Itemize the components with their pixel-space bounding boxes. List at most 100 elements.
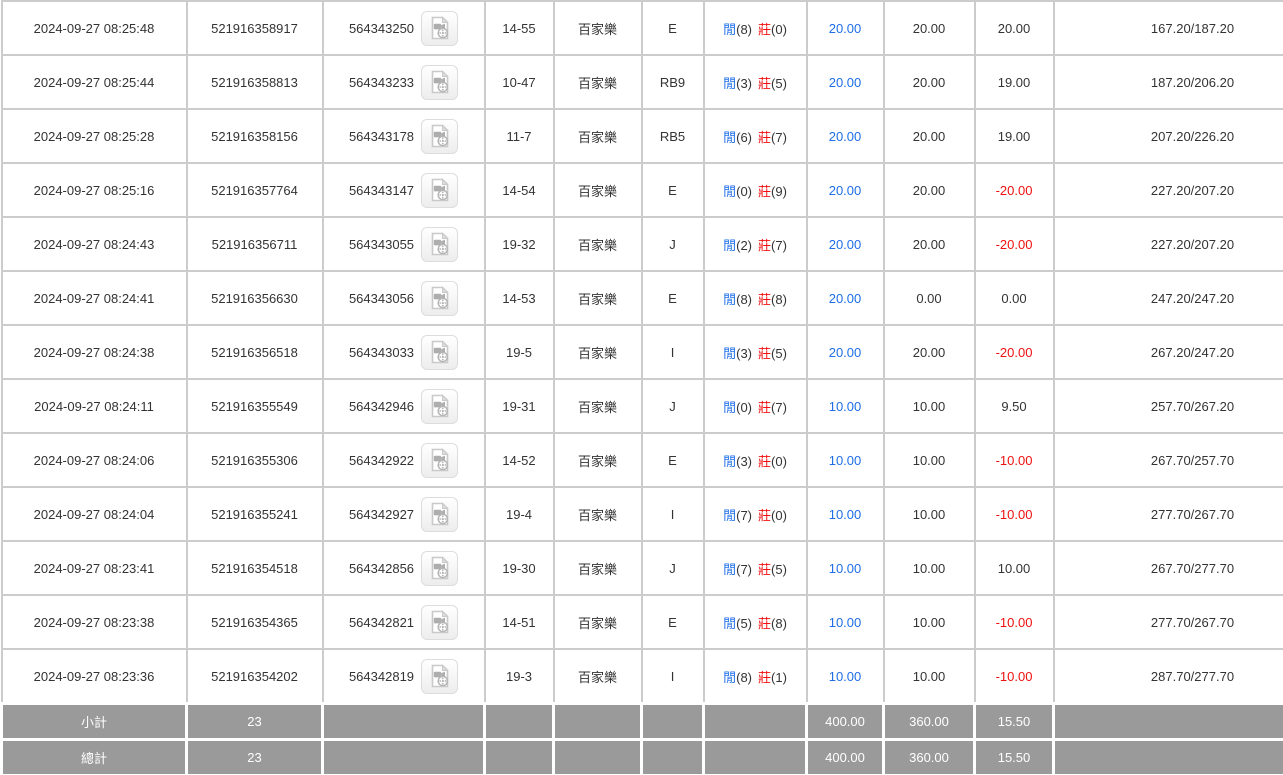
- bet-amount-link[interactable]: 10.00: [805, 486, 885, 542]
- banker-label: 莊: [758, 561, 772, 577]
- video-replay-button[interactable]: [421, 442, 459, 478]
- valid-amount: 20.00: [882, 54, 976, 110]
- grand-total-win-loss: 15.50: [973, 738, 1055, 775]
- game-result-score: 閒(7) 莊(5): [702, 540, 808, 596]
- bet-amount-link[interactable]: 10.00: [805, 432, 885, 488]
- result-code: J: [640, 540, 705, 596]
- grand-total-bet-amount: 400.00: [805, 738, 885, 775]
- result-code: E: [640, 594, 705, 650]
- player-score: (6): [736, 129, 752, 145]
- win-loss: -20.00: [973, 216, 1055, 272]
- valid-amount: 10.00: [882, 540, 976, 596]
- bet-amount-link[interactable]: 10.00: [805, 648, 885, 705]
- win-loss: 10.00: [973, 540, 1055, 596]
- video-replay-button[interactable]: [421, 280, 459, 316]
- player-score: (7): [736, 561, 752, 577]
- video-replay-button[interactable]: [421, 172, 459, 208]
- bet-amount-link[interactable]: 20.00: [805, 0, 885, 56]
- video-replay-button[interactable]: [421, 550, 459, 586]
- video-replay-button[interactable]: [421, 388, 459, 424]
- win-loss: 19.00: [973, 54, 1055, 110]
- video-file-icon: [431, 556, 449, 580]
- video-replay-button[interactable]: [421, 10, 459, 46]
- video-replay-button[interactable]: [421, 496, 459, 532]
- bet-time: 2024-09-27 08:25:48: [0, 0, 188, 56]
- win-loss: 20.00: [973, 0, 1055, 56]
- round-cell: 564342819: [321, 648, 486, 705]
- game-name: 百家樂: [552, 324, 643, 380]
- bet-id: 521916354365: [185, 594, 324, 650]
- game-result-score: 閒(8) 莊(1): [702, 648, 808, 705]
- bet-record-row: 2024-09-27 08:24:11 521916355549 5643429…: [0, 378, 1283, 434]
- bet-amount-link[interactable]: 10.00: [805, 378, 885, 434]
- bet-id: 521916354202: [185, 648, 324, 705]
- table-round: 14-53: [483, 270, 555, 326]
- bet-time: 2024-09-27 08:25:16: [0, 162, 188, 218]
- player-score: (3): [736, 345, 752, 361]
- grand-total-row: 總計 23 400.00 360.00 15.50: [0, 738, 1283, 775]
- bet-id: 521916356518: [185, 324, 324, 380]
- video-replay-button[interactable]: [421, 658, 459, 694]
- balance: 287.70/277.70: [1052, 648, 1283, 705]
- round-cell: 564342821: [321, 594, 486, 650]
- table-round: 14-54: [483, 162, 555, 218]
- round-cell: 564342946: [321, 378, 486, 434]
- player-label: 閒: [723, 237, 737, 253]
- round-cell: 564342922: [321, 432, 486, 488]
- game-result-score: 閒(3) 莊(5): [702, 324, 808, 380]
- bet-amount-link[interactable]: 20.00: [805, 108, 885, 164]
- empty-cell: [702, 702, 808, 741]
- bet-amount-link[interactable]: 20.00: [805, 216, 885, 272]
- bet-record-row: 2024-09-27 08:25:48 521916358917 5643432…: [0, 0, 1283, 56]
- valid-amount: 20.00: [882, 0, 976, 56]
- video-replay-button[interactable]: [421, 118, 459, 154]
- valid-amount: 10.00: [882, 432, 976, 488]
- round-cell: 564343055: [321, 216, 486, 272]
- bet-amount-link[interactable]: 20.00: [805, 54, 885, 110]
- banker-label: 莊: [758, 291, 772, 307]
- video-replay-button[interactable]: [421, 604, 459, 640]
- video-replay-button[interactable]: [421, 226, 459, 262]
- win-loss: -10.00: [973, 432, 1055, 488]
- valid-amount: 10.00: [882, 486, 976, 542]
- valid-amount: 20.00: [882, 162, 976, 218]
- video-replay-button[interactable]: [421, 64, 459, 100]
- player-label: 閒: [723, 669, 737, 685]
- valid-amount: 10.00: [882, 594, 976, 650]
- bet-amount-link[interactable]: 10.00: [805, 594, 885, 650]
- valid-amount: 0.00: [882, 270, 976, 326]
- bet-id: 521916355241: [185, 486, 324, 542]
- bet-id: 521916355306: [185, 432, 324, 488]
- bet-amount-link[interactable]: 10.00: [805, 540, 885, 596]
- video-replay-button[interactable]: [421, 334, 459, 370]
- video-file-icon: [431, 448, 449, 472]
- player-score: (8): [736, 291, 752, 307]
- table-round: 19-5: [483, 324, 555, 380]
- bet-record-row: 2024-09-27 08:24:38 521916356518 5643430…: [0, 324, 1283, 380]
- video-file-icon: [431, 232, 449, 256]
- balance: 227.20/207.20: [1052, 162, 1283, 218]
- bet-amount-link[interactable]: 20.00: [805, 324, 885, 380]
- banker-score: (8): [771, 291, 787, 307]
- banker-label: 莊: [758, 615, 772, 631]
- game-name: 百家樂: [552, 0, 643, 56]
- bet-time: 2024-09-27 08:24:04: [0, 486, 188, 542]
- bet-record-row: 2024-09-27 08:23:41 521916354518 5643428…: [0, 540, 1283, 596]
- player-label: 閒: [723, 183, 737, 199]
- bet-amount-link[interactable]: 20.00: [805, 162, 885, 218]
- empty-cell: [640, 702, 705, 741]
- banker-score: (7): [771, 129, 787, 145]
- table-round: 10-47: [483, 54, 555, 110]
- game-name: 百家樂: [552, 162, 643, 218]
- player-label: 閒: [723, 345, 737, 361]
- bet-amount-link[interactable]: 20.00: [805, 270, 885, 326]
- video-file-icon: [431, 124, 449, 148]
- table-round: 14-55: [483, 0, 555, 56]
- empty-cell: [483, 738, 555, 775]
- win-loss: 19.00: [973, 108, 1055, 164]
- result-code: J: [640, 378, 705, 434]
- table-round: 19-30: [483, 540, 555, 596]
- round-cell: 564343147: [321, 162, 486, 218]
- round-id: 564342922: [348, 452, 415, 468]
